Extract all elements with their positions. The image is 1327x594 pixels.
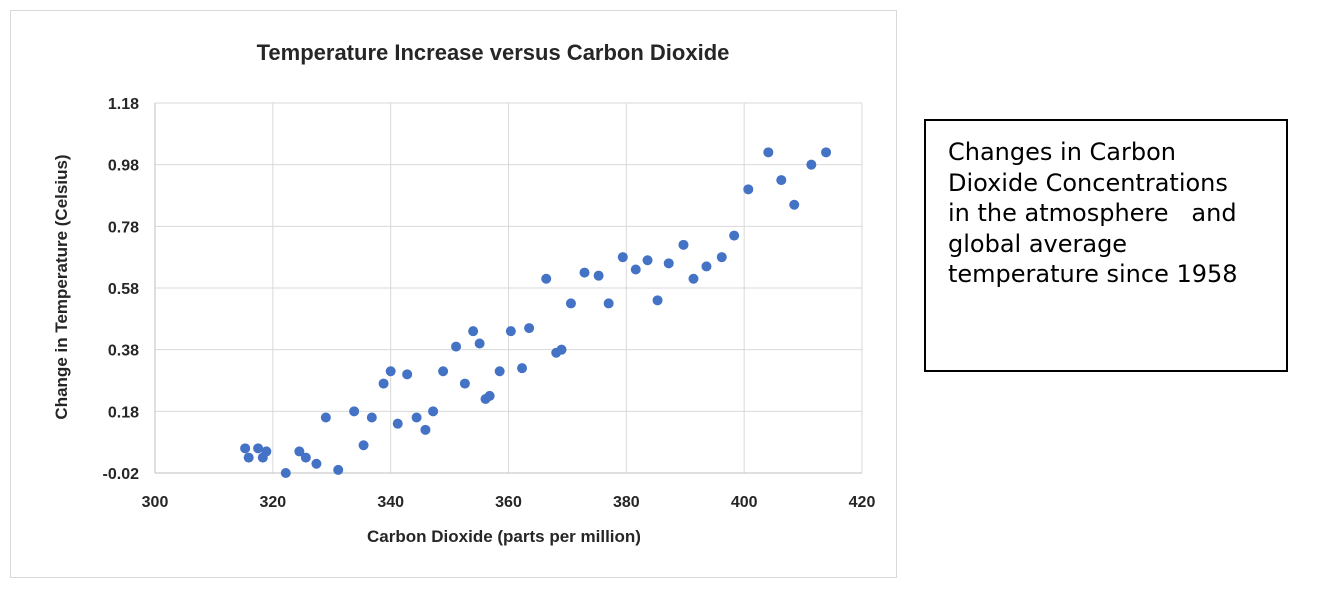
data-point: [366, 412, 377, 423]
x-tick-label: 400: [731, 494, 758, 511]
data-point: [300, 452, 311, 463]
scatter-chart: -0.02 0.18 0.38 0.58 0.78 0.98 1.18 300 320 340 36…: [52, 40, 876, 546]
data-point: [505, 326, 516, 337]
data-point: [789, 199, 800, 210]
data-point: [451, 341, 462, 352]
data-point: [385, 366, 396, 377]
x-tick-label: 360: [495, 494, 522, 511]
x-tick-label: 320: [259, 494, 286, 511]
data-point: [459, 378, 470, 389]
data-point: [579, 267, 590, 278]
data-point: [411, 412, 422, 423]
y-tick-label: 0.38: [108, 343, 139, 360]
data-point: [603, 298, 614, 309]
data-point: [261, 446, 272, 457]
data-point: [333, 464, 344, 475]
data-point: [716, 252, 727, 263]
gridlines: [155, 102, 863, 473]
data-point: [358, 440, 369, 451]
x-tick-label: 420: [849, 494, 876, 511]
data-point: [524, 323, 535, 334]
data-point: [240, 443, 251, 454]
data-point: [420, 424, 431, 435]
data-point: [565, 298, 576, 309]
data-point: [311, 458, 322, 469]
data-point: [392, 418, 403, 429]
data-point: [776, 175, 787, 186]
data-point: [294, 446, 305, 457]
data-point: [378, 378, 389, 389]
data-point: [593, 270, 604, 281]
data-point: [428, 406, 439, 417]
data-point: [438, 366, 449, 377]
data-point: [821, 147, 832, 158]
chart-area: -0.02 0.18 0.38 0.58 0.78 0.98 1.18 300 320 340 36…: [10, 10, 897, 578]
y-tick-label: 1.18: [108, 96, 139, 113]
data-point: [243, 452, 254, 463]
data-point: [556, 344, 567, 355]
axes: [154, 103, 862, 474]
data-point: [320, 412, 331, 423]
x-tick-label: 300: [142, 494, 169, 511]
y-tick-label: -0.02: [103, 466, 140, 483]
y-tick-label: 0.78: [108, 219, 139, 236]
data-point: [541, 273, 552, 284]
caption-text: Changes in Carbon Dioxide Concentrations…: [948, 138, 1238, 288]
caption-box: Changes in Carbon Dioxide Concentrations…: [924, 119, 1288, 372]
data-point: [678, 239, 689, 250]
data-point: [349, 406, 360, 417]
data-point: [652, 295, 663, 306]
x-axis-label: Carbon Dioxide (parts per million): [367, 527, 641, 546]
x-tick-label: 380: [613, 494, 640, 511]
data-point: [474, 338, 485, 349]
data-point: [402, 369, 413, 380]
data-point: [484, 390, 495, 401]
y-tick-label: 0.98: [108, 158, 139, 175]
data-point: [701, 261, 712, 272]
data-point: [630, 264, 641, 275]
data-point: [729, 230, 740, 241]
data-point: [617, 252, 628, 263]
chart-title: Temperature Increase versus Carbon Dioxi…: [257, 40, 730, 65]
tick-labels: -0.02 0.18 0.38 0.58 0.78 0.98 1.18 300 320 340 36…: [103, 96, 876, 511]
x-tick-label: 340: [377, 494, 404, 511]
data-point: [468, 326, 479, 337]
data-point: [763, 147, 774, 158]
data-point: [806, 159, 817, 170]
data-points: [240, 147, 832, 478]
y-tick-label: 0.58: [108, 281, 139, 298]
data-point: [642, 255, 653, 266]
data-point: [280, 468, 291, 478]
data-point: [517, 363, 528, 374]
data-point: [253, 443, 264, 454]
y-tick-label: 0.18: [108, 404, 139, 421]
data-point: [743, 184, 754, 195]
y-axis-label: Change in Temperature (Celsius): [52, 154, 71, 419]
data-point: [494, 366, 505, 377]
data-point: [663, 258, 674, 269]
data-point: [688, 273, 699, 284]
